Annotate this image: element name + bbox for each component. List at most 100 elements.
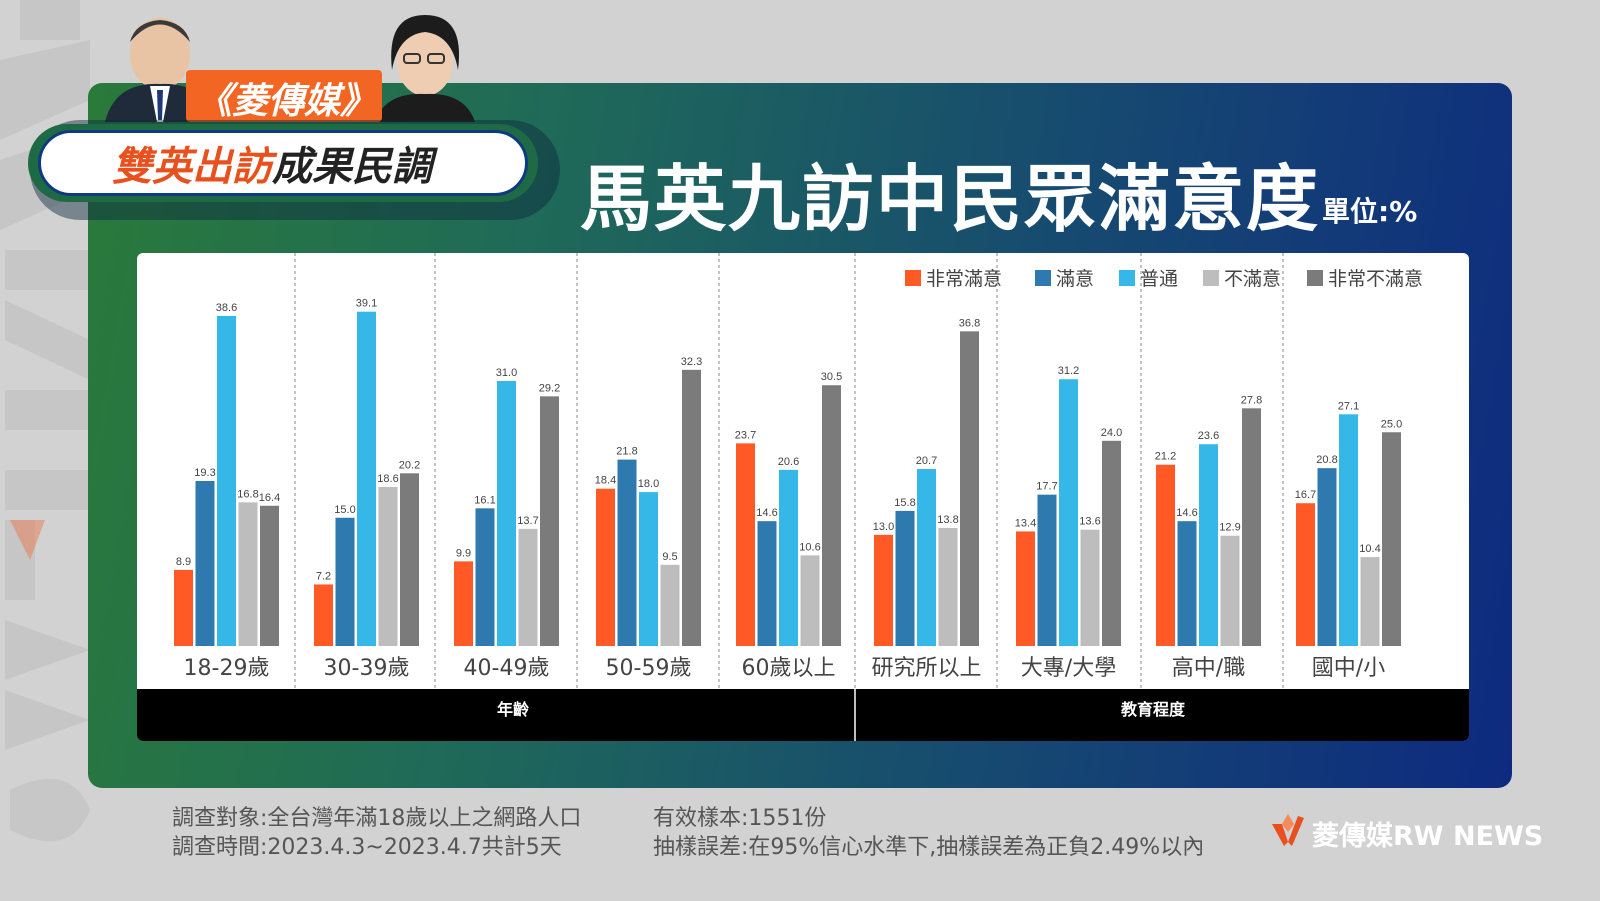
logo-cn: 菱傳媒 (1312, 821, 1393, 852)
bar (682, 369, 701, 646)
portrait-right (375, 15, 475, 122)
legend-label: 不滿意 (1224, 268, 1281, 290)
data-label: 13.6 (1079, 516, 1100, 528)
bar (1339, 414, 1358, 646)
data-label: 14.6 (1176, 507, 1197, 519)
group-label-education: 教育程度 (1121, 700, 1186, 719)
data-label: 9.9 (456, 547, 471, 559)
bar (454, 561, 473, 646)
bar (1016, 531, 1035, 646)
bar (800, 555, 820, 646)
subtitle-rest: 成果民調 (272, 144, 432, 190)
data-label: 31.2 (1058, 365, 1079, 377)
data-label: 17.7 (1036, 481, 1057, 493)
group-label-age: 年齡 (497, 700, 529, 719)
survey-target: 調查對象:全台灣年滿18歲以上之網路人口 (172, 806, 582, 831)
bar (378, 486, 398, 646)
data-label: 10.6 (799, 541, 820, 553)
category-label: 18-29歲 (184, 656, 270, 681)
bar (960, 331, 979, 646)
bar (1059, 379, 1078, 646)
data-label: 25.0 (1381, 418, 1402, 430)
bar (1382, 432, 1401, 646)
legend-swatch (1035, 270, 1051, 286)
data-label: 9.5 (662, 551, 677, 563)
bar (1156, 464, 1175, 646)
bar (497, 380, 516, 646)
subtitle-highlight: 雙英出訪 (112, 144, 272, 190)
category-label: 40-49歲 (464, 656, 550, 681)
bar (874, 534, 893, 646)
rw-news-logo-icon (1272, 814, 1304, 846)
legend-label: 非常不滿意 (1328, 268, 1423, 290)
bar (822, 385, 841, 646)
category-label: 國中/小 (1312, 656, 1385, 681)
bar (1102, 440, 1121, 646)
data-label: 20.8 (1316, 454, 1337, 466)
bar (518, 528, 538, 646)
bar (314, 584, 333, 646)
data-label: 16.1 (474, 494, 495, 506)
data-label: 7.2 (316, 570, 331, 582)
bar (1296, 503, 1315, 646)
data-label: 27.1 (1338, 400, 1359, 412)
chart-area: 8.9 19.3 38.6 16.8 16.4 18-29歲 7.2 15.0 39.1 18.6… (137, 253, 1469, 741)
data-label: 13.8 (937, 514, 958, 526)
bar (617, 459, 637, 646)
category-label: 大專/大學 (1021, 656, 1116, 681)
data-label: 18.0 (638, 478, 659, 490)
group-bar (137, 689, 1469, 741)
survey-period: 調查時間:2023.4.3~2023.4.7共計5天 (172, 835, 562, 860)
data-label: 16.8 (237, 488, 258, 500)
data-label: 24.0 (1101, 427, 1122, 439)
sampling-error: 抽樣誤差:在95%信心水準下,抽樣誤差為正負2.49%以內 (653, 835, 1205, 860)
data-label: 23.7 (735, 429, 756, 441)
legend-label: 滿意 (1056, 268, 1094, 290)
sample-size: 有效樣本:1551份 (653, 806, 827, 831)
bar (1199, 444, 1218, 646)
data-label: 39.1 (356, 298, 377, 310)
unit-label: 單位:% (1322, 195, 1418, 228)
bar (639, 492, 658, 646)
data-label: 30.5 (821, 371, 842, 383)
bar (895, 510, 915, 646)
data-label: 12.9 (1219, 522, 1240, 534)
data-label: 21.2 (1155, 451, 1176, 463)
bar (1242, 408, 1261, 646)
bar-chart: 8.9 19.3 38.6 16.8 16.4 18-29歲 7.2 15.0 39.1 18.6… (137, 253, 1469, 741)
data-label: 31.0 (496, 367, 517, 379)
bar (260, 505, 279, 646)
legend-swatch (1307, 270, 1323, 286)
data-label: 15.8 (894, 497, 915, 509)
legend-label: 普通 (1140, 268, 1178, 290)
category-label: 高中/職 (1172, 656, 1245, 681)
bar (736, 443, 755, 646)
data-label: 13.7 (517, 515, 538, 527)
data-label: 21.8 (616, 446, 637, 458)
data-label: 10.4 (1359, 543, 1380, 555)
bar (660, 564, 680, 646)
subtitle: 雙英出訪成果民調 (112, 134, 432, 192)
category-label: 50-59歲 (606, 656, 692, 681)
data-label: 18.4 (595, 475, 616, 487)
bar (540, 396, 559, 646)
data-label: 19.3 (194, 467, 215, 479)
bar (938, 528, 958, 646)
data-label: 20.2 (399, 459, 420, 471)
data-label: 36.8 (959, 317, 980, 329)
bar (357, 311, 376, 646)
brand-tag (186, 70, 382, 122)
bar (757, 521, 777, 646)
legend-swatch (1119, 270, 1135, 286)
logo-en: RW NEWS (1393, 821, 1544, 852)
legend-swatch (905, 270, 921, 286)
legend-swatch (1203, 270, 1219, 286)
data-label: 14.6 (756, 507, 777, 519)
bar (238, 502, 258, 646)
logo-text: 菱傳媒RW NEWS (1312, 814, 1543, 853)
bar (1037, 494, 1057, 646)
data-label: 8.9 (176, 556, 191, 568)
bar (195, 480, 215, 646)
category-label: 30-39歲 (324, 656, 410, 681)
data-label: 27.8 (1241, 394, 1262, 406)
